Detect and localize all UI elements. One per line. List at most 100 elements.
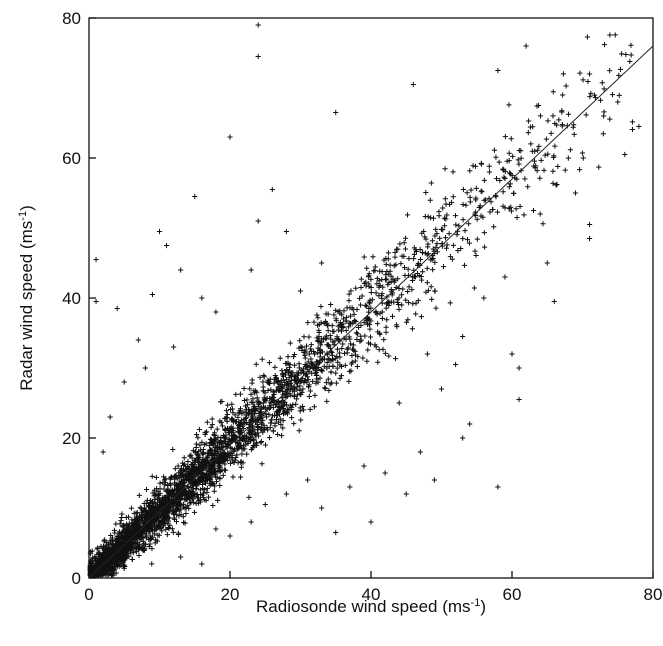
data-point bbox=[466, 240, 473, 246]
data-point bbox=[481, 244, 488, 250]
data-point bbox=[467, 168, 473, 174]
data-point-outlier bbox=[537, 211, 543, 217]
data-point bbox=[296, 428, 302, 434]
data-point bbox=[318, 320, 324, 326]
data-point bbox=[376, 278, 382, 284]
data-point bbox=[384, 276, 390, 282]
data-point bbox=[150, 507, 157, 513]
data-point bbox=[381, 336, 387, 343]
data-point bbox=[313, 372, 320, 378]
data-point bbox=[205, 473, 211, 480]
data-point bbox=[168, 474, 174, 480]
data-point bbox=[353, 285, 359, 291]
data-point bbox=[309, 360, 315, 366]
data-point bbox=[173, 481, 179, 488]
data-point bbox=[389, 292, 395, 298]
data-point bbox=[281, 409, 288, 415]
data-point-outlier bbox=[424, 351, 430, 357]
data-point bbox=[616, 92, 622, 98]
data-point-outlier bbox=[438, 386, 445, 392]
data-point bbox=[248, 438, 254, 444]
data-point bbox=[597, 97, 604, 103]
data-point bbox=[134, 510, 140, 516]
data-point bbox=[206, 443, 213, 449]
data-point bbox=[365, 274, 372, 280]
data-point bbox=[474, 216, 480, 222]
data-point bbox=[396, 306, 402, 312]
data-point bbox=[255, 430, 261, 436]
data-point-outlier bbox=[149, 291, 156, 298]
data-point bbox=[450, 194, 456, 200]
data-point bbox=[234, 452, 240, 458]
data-point bbox=[342, 362, 348, 368]
data-point bbox=[214, 474, 220, 480]
data-point bbox=[191, 509, 198, 515]
data-point bbox=[364, 358, 370, 364]
data-point bbox=[447, 300, 453, 306]
data-point-outlier bbox=[319, 505, 325, 511]
data-point bbox=[266, 435, 273, 441]
data-point bbox=[250, 445, 256, 451]
data-point bbox=[418, 314, 425, 320]
data-point bbox=[577, 167, 583, 173]
data-point bbox=[185, 463, 191, 470]
data-point bbox=[486, 169, 493, 175]
data-point bbox=[443, 245, 450, 251]
data-point bbox=[571, 131, 577, 138]
data-point bbox=[153, 474, 159, 480]
data-point bbox=[270, 389, 276, 395]
data-point bbox=[244, 397, 250, 403]
data-point bbox=[358, 276, 364, 282]
data-point bbox=[617, 66, 624, 72]
data-point bbox=[291, 376, 297, 382]
data-point bbox=[424, 252, 430, 258]
data-point-outlier bbox=[586, 221, 593, 228]
data-point bbox=[486, 163, 492, 169]
data-point-outlier bbox=[163, 242, 170, 249]
data-point bbox=[501, 167, 507, 173]
data-point bbox=[283, 377, 289, 383]
data-point bbox=[409, 326, 416, 332]
data-point bbox=[280, 425, 286, 431]
data-point bbox=[550, 113, 556, 119]
data-point bbox=[403, 297, 409, 303]
data-point bbox=[257, 401, 263, 407]
data-point bbox=[552, 120, 558, 127]
data-point bbox=[197, 442, 203, 448]
data-point bbox=[204, 455, 210, 461]
data-point bbox=[184, 466, 190, 473]
data-point-outlier bbox=[213, 309, 219, 315]
data-point bbox=[460, 186, 467, 193]
data-point bbox=[432, 288, 438, 294]
data-point bbox=[263, 398, 269, 404]
data-point bbox=[383, 329, 389, 335]
data-point bbox=[260, 379, 266, 385]
data-point bbox=[106, 571, 112, 578]
data-point-outlier bbox=[283, 491, 289, 497]
data-point bbox=[149, 545, 155, 552]
data-point bbox=[115, 542, 121, 548]
data-point bbox=[324, 342, 330, 348]
data-point bbox=[241, 385, 247, 392]
data-point bbox=[157, 480, 163, 486]
data-point bbox=[365, 347, 371, 353]
data-point bbox=[242, 403, 249, 409]
data-point bbox=[315, 338, 321, 344]
data-point bbox=[172, 473, 178, 479]
data-point bbox=[125, 523, 132, 529]
data-point bbox=[160, 479, 166, 486]
data-point bbox=[422, 213, 428, 220]
data-point bbox=[171, 486, 178, 493]
data-point bbox=[308, 342, 314, 348]
data-point bbox=[386, 353, 392, 359]
data-point bbox=[275, 431, 281, 438]
data-point bbox=[261, 374, 267, 380]
data-point bbox=[556, 117, 562, 123]
data-point bbox=[129, 556, 135, 563]
data-point bbox=[259, 356, 265, 362]
data-point bbox=[367, 326, 373, 332]
data-point bbox=[182, 505, 188, 511]
data-point bbox=[378, 293, 385, 299]
data-point bbox=[366, 299, 372, 305]
data-point bbox=[580, 77, 586, 83]
